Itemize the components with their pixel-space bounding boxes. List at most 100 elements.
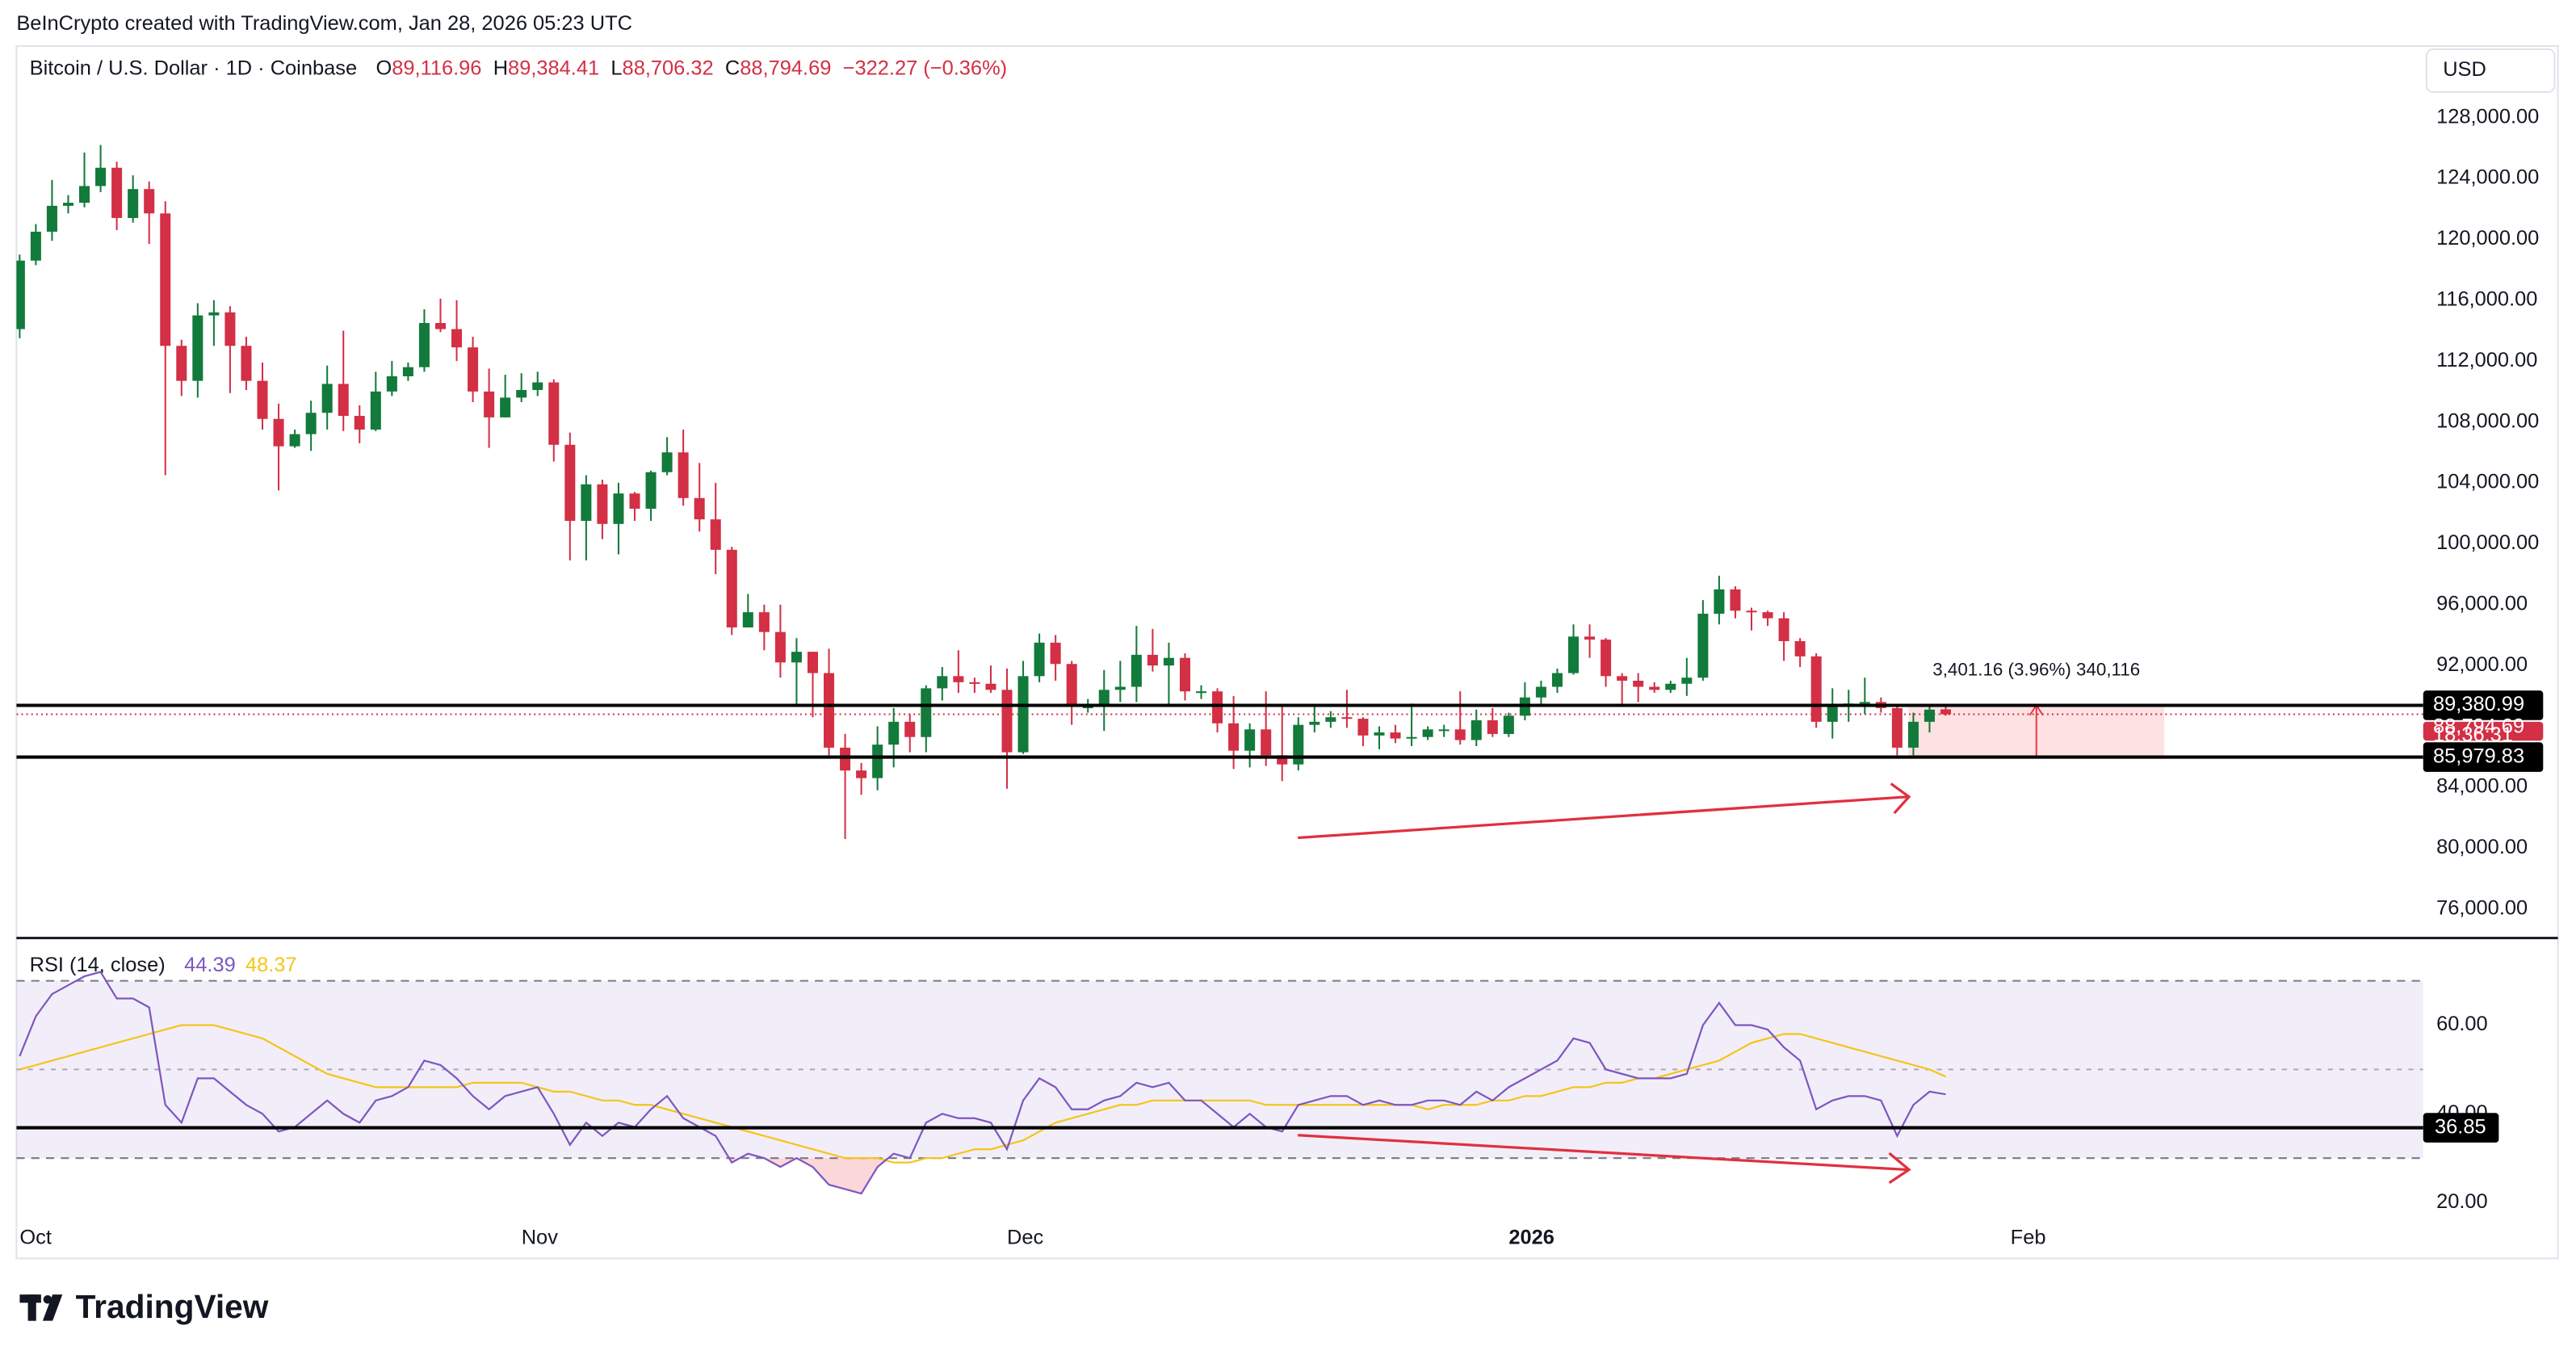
candle-body xyxy=(1082,707,1093,709)
candle-body xyxy=(937,676,948,689)
rsi-tick-label: 20.00 xyxy=(2436,1190,2488,1213)
arrow-head xyxy=(1888,1152,1911,1185)
candle-body xyxy=(1762,612,1773,619)
candle-body xyxy=(856,770,867,778)
candle-body xyxy=(1551,673,1563,687)
candle-body xyxy=(1261,729,1272,756)
candle-body xyxy=(629,493,640,509)
rsi-line xyxy=(19,971,1946,1195)
brand-logo: TradingView xyxy=(19,1288,269,1325)
y-tick-label: 116,000.00 xyxy=(2436,287,2537,310)
level-label: 89,380.99 xyxy=(2433,693,2524,715)
candle-body xyxy=(726,549,737,627)
candle-body xyxy=(160,213,171,346)
candle-body xyxy=(434,323,446,329)
candle-body xyxy=(888,721,900,745)
price-trend-arrow xyxy=(1298,795,1908,840)
candle-body xyxy=(354,415,365,430)
ohlc-value: 88,706.32 xyxy=(623,57,714,79)
candle-body xyxy=(774,631,786,663)
candle-body xyxy=(1454,729,1466,740)
y-tick-label: 108,000.00 xyxy=(2436,409,2539,432)
level-label: 85,979.83 xyxy=(2433,745,2524,767)
candle-body xyxy=(758,612,770,632)
measure-label: 3,401.16 (3.96%) 340,116 xyxy=(1932,660,2140,680)
candle-body xyxy=(1794,640,1806,657)
ohlc-key: O xyxy=(375,57,392,79)
currency[interactable]: USD xyxy=(2443,58,2486,81)
candle-body xyxy=(613,493,624,524)
countdown: 18:36:31 xyxy=(2433,724,2513,746)
candle-body xyxy=(694,497,705,520)
currency-box[interactable] xyxy=(2425,48,2556,93)
candle-body xyxy=(985,683,996,690)
candle-body xyxy=(1277,755,1288,765)
candle-body xyxy=(224,312,236,346)
legend: Bitcoin / U.S. Dollar · 1D · Coinbase O8… xyxy=(30,57,1008,79)
rsi-tick-label: 60.00 xyxy=(2436,1013,2488,1035)
candle-body xyxy=(872,745,883,778)
candle-body xyxy=(1293,724,1304,765)
candle-body xyxy=(370,391,381,430)
candle-body xyxy=(289,434,300,447)
y-tick-label: 92,000.00 xyxy=(2436,653,2528,676)
ohlc-value: 89,384.41 xyxy=(508,57,599,79)
credit: BeInCrypto created with TradingView.com,… xyxy=(16,12,632,35)
candle-body xyxy=(1374,732,1385,736)
ohlc-value: 89,116.96 xyxy=(392,57,481,79)
y-tick-label: 128,000.00 xyxy=(2436,105,2539,128)
candle-body xyxy=(742,612,753,627)
candle-body xyxy=(824,673,835,748)
ohlc-key: H xyxy=(493,57,508,79)
candle-body xyxy=(1196,691,1207,694)
ohlc-key: C xyxy=(725,57,740,79)
candle-body xyxy=(710,519,721,550)
price-label: 88,794.69 xyxy=(2433,715,2524,738)
rsi-legend: RSI (14, close) 44.39 48.37 xyxy=(30,954,297,976)
candle-body xyxy=(1940,709,1952,715)
symbol: Bitcoin / U.S. Dollar · 1D · Coinbase xyxy=(30,57,357,79)
candle-body xyxy=(273,418,284,447)
candle-body xyxy=(1244,729,1256,751)
x-tick-label: 2026 xyxy=(1508,1227,1554,1249)
rsi-pane xyxy=(16,971,2423,1195)
candle-body xyxy=(1309,721,1320,725)
candle-body xyxy=(305,413,317,434)
candle-body xyxy=(1034,642,1045,677)
candle-body xyxy=(921,688,932,737)
y-tick-label: 124,000.00 xyxy=(2436,166,2539,189)
candle-body xyxy=(1487,719,1498,734)
candle-body xyxy=(1066,664,1077,707)
rsi-value: 44.39 xyxy=(184,954,236,976)
candle-body xyxy=(1406,736,1417,739)
price-pane xyxy=(16,145,2423,839)
y-tick-label: 112,000.00 xyxy=(2436,349,2537,371)
candle-body xyxy=(597,484,608,524)
candle-body xyxy=(1714,589,1725,615)
y-tick-label: 96,000.00 xyxy=(2436,592,2528,615)
y-tick-label: 76,000.00 xyxy=(2436,896,2528,919)
candle-body xyxy=(953,676,964,682)
candle-body xyxy=(1535,686,1546,698)
candle-body xyxy=(128,189,139,218)
candle-body xyxy=(1163,657,1174,666)
candle-body xyxy=(451,329,463,348)
y-tick-label: 84,000.00 xyxy=(2436,775,2528,798)
candle-body xyxy=(678,452,689,498)
candle-body xyxy=(807,652,818,673)
candle-body xyxy=(46,205,57,232)
candle-body xyxy=(1778,618,1789,641)
level-label-box xyxy=(2423,742,2544,772)
ohlc-value: 88,794.69 xyxy=(740,57,831,79)
rsi-level-label: 36.85 xyxy=(2435,1115,2486,1138)
candle-body xyxy=(62,203,73,206)
candle-body xyxy=(1617,676,1628,681)
price-label-box xyxy=(2423,721,2544,741)
candle-body xyxy=(840,747,851,771)
candle-body xyxy=(1649,686,1660,690)
y-tick-label: 104,000.00 xyxy=(2436,471,2539,493)
candle-body xyxy=(516,389,527,398)
candle-body xyxy=(904,721,916,737)
candle-body xyxy=(144,189,155,214)
